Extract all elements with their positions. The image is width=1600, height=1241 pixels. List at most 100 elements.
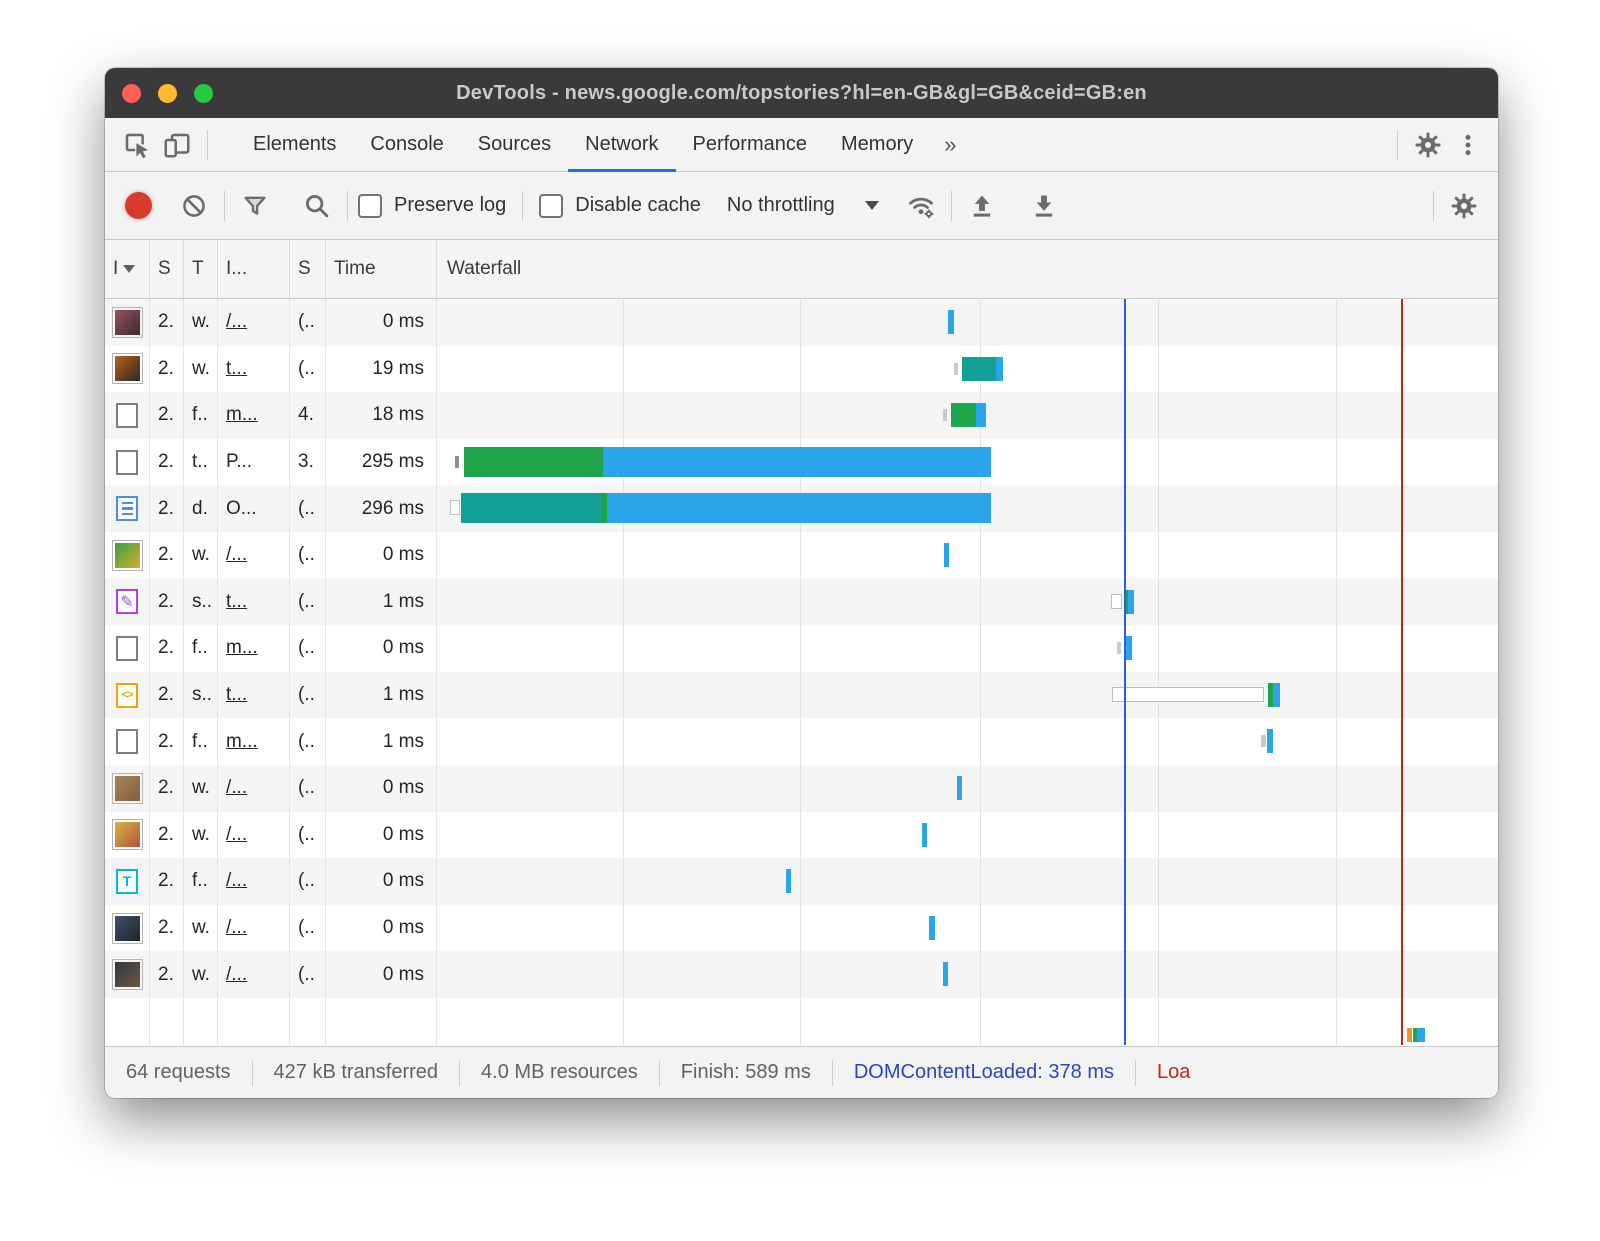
request-time-cell: 0 ms xyxy=(326,904,437,952)
request-init-cell: t... xyxy=(218,578,290,626)
image-thumbnail-icon xyxy=(111,353,143,385)
waterfall-bar xyxy=(1417,1027,1425,1042)
tab-network[interactable]: Network xyxy=(568,118,675,172)
minimize-window-button[interactable] xyxy=(158,83,177,103)
request-size-cell: (.. xyxy=(290,764,326,812)
file-icon xyxy=(116,635,138,661)
waterfall-bar xyxy=(975,403,986,428)
tab-elements[interactable]: Elements xyxy=(253,133,337,155)
waterfall-gridline xyxy=(799,299,801,1045)
column-header-type[interactable]: T xyxy=(184,240,218,298)
export-har-icon[interactable] xyxy=(1024,186,1064,226)
request-init-cell: /... xyxy=(218,811,290,859)
file-icon xyxy=(116,729,138,755)
request-name-cell xyxy=(105,299,150,346)
request-status-cell: 2. xyxy=(150,671,184,719)
tab-sources[interactable]: Sources xyxy=(477,133,552,155)
request-row[interactable]: 2. w./... (.. 0 ms xyxy=(105,904,1498,952)
request-init-cell: O... xyxy=(218,485,290,532)
waterfall-bar xyxy=(786,869,792,894)
request-time-cell: 0 ms xyxy=(326,951,437,998)
request-row[interactable]: 2. w./... (.. 0 ms xyxy=(105,299,1498,346)
request-row[interactable] xyxy=(105,997,1498,1045)
divider xyxy=(251,1059,253,1086)
disable-cache-checkbox[interactable] xyxy=(539,193,564,218)
request-row[interactable]: 2. w./... (.. 0 ms xyxy=(105,811,1498,859)
waterfall-cell xyxy=(437,392,1498,439)
request-type-cell: w. xyxy=(184,531,218,579)
waterfall-cell xyxy=(437,532,1498,579)
request-time-cell: 295 ms xyxy=(326,438,437,486)
divider xyxy=(347,190,348,221)
waterfall-bar xyxy=(996,356,1003,381)
request-time-cell: 19 ms xyxy=(326,345,437,393)
kebab-menu-icon[interactable] xyxy=(1448,125,1488,165)
request-init-cell: /... xyxy=(218,299,290,346)
request-init-cell: m... xyxy=(218,625,290,672)
request-name-cell xyxy=(105,951,150,998)
zoom-window-button[interactable] xyxy=(194,83,213,103)
preserve-log-checkbox[interactable] xyxy=(358,193,382,218)
record-network-log-button[interactable] xyxy=(125,192,152,219)
request-row[interactable]: ✎ 2. s.. t... (.. 1 ms xyxy=(105,578,1498,626)
request-type-cell: w. xyxy=(184,811,218,859)
request-status-cell: 2. xyxy=(150,299,184,346)
throttling-dropdown[interactable]: No throttling xyxy=(727,194,879,217)
clear-network-log-icon[interactable] xyxy=(174,186,214,226)
column-header-status[interactable]: S xyxy=(150,240,184,298)
network-conditions-icon[interactable] xyxy=(901,186,941,226)
waterfall-bar xyxy=(944,542,950,567)
request-status-cell: 2. xyxy=(150,345,184,393)
close-window-button[interactable] xyxy=(122,83,141,103)
inspect-element-icon[interactable] xyxy=(117,125,157,165)
tab-console[interactable]: Console xyxy=(370,133,444,155)
request-time-cell: 1 ms xyxy=(326,578,437,626)
request-name-cell xyxy=(105,811,150,859)
request-row[interactable]: 2. w./... (.. 0 ms xyxy=(105,951,1498,998)
request-row[interactable]: 2. f.. m... 4. 18 ms xyxy=(105,392,1498,439)
column-header-name[interactable]: I xyxy=(105,240,150,298)
request-type-cell: w. xyxy=(184,345,218,393)
load-time: Loa xyxy=(1157,1061,1191,1083)
column-header-waterfall[interactable]: Waterfall xyxy=(447,258,522,279)
request-row[interactable]: <> 2. s.. t... (.. 1 ms xyxy=(105,671,1498,719)
request-row[interactable]: 2. w./... (.. 0 ms xyxy=(105,531,1498,579)
request-size-cell: (.. xyxy=(290,578,326,626)
file-icon xyxy=(116,402,138,428)
column-header-time[interactable]: Time xyxy=(326,240,437,298)
request-row[interactable]: T 2. f../... (.. 0 ms xyxy=(105,858,1498,905)
waterfall-bar xyxy=(929,915,935,940)
column-header-initiator[interactable]: I... xyxy=(218,240,290,298)
settings-gear-icon[interactable] xyxy=(1408,125,1448,165)
request-row[interactable]: 2. d. O... (.. 296 ms xyxy=(105,485,1498,532)
search-icon[interactable] xyxy=(297,186,337,226)
request-row[interactable]: 2. t.. P... 3. 295 ms xyxy=(105,438,1498,486)
resources-size: 4.0 MB resources xyxy=(481,1061,638,1083)
tab-performance[interactable]: Performance xyxy=(692,133,808,155)
request-row[interactable]: 2. w. t... (.. 19 ms xyxy=(105,345,1498,393)
request-type-cell: w. xyxy=(184,764,218,812)
panel-tabs: Elements Console Sources Network Performance… xyxy=(236,118,930,172)
request-size-cell xyxy=(290,997,326,1045)
filter-icon[interactable] xyxy=(235,186,275,226)
waterfall-cell xyxy=(437,951,1498,998)
network-settings-gear-icon[interactable] xyxy=(1444,186,1484,226)
request-row[interactable]: 2. w./... (.. 0 ms xyxy=(105,764,1498,812)
waterfall-bar xyxy=(463,446,603,477)
waterfall-bar xyxy=(953,362,958,375)
device-toolbar-icon[interactable] xyxy=(157,125,197,165)
column-header-size[interactable]: S xyxy=(290,240,326,298)
request-row[interactable]: 2. f.. m... (.. 0 ms xyxy=(105,625,1498,672)
request-init-cell: /... xyxy=(218,951,290,998)
request-name-cell xyxy=(105,997,150,1045)
throttling-value: No throttling xyxy=(726,194,835,216)
import-har-icon[interactable] xyxy=(962,186,1002,226)
waterfall-bar xyxy=(948,310,954,334)
transferred-size: 427 kB transferred xyxy=(273,1061,439,1083)
divider xyxy=(224,190,225,221)
request-time-cell: 1 ms xyxy=(326,718,437,765)
request-row[interactable]: 2. f.. m... (.. 1 ms xyxy=(105,718,1498,765)
waterfall-bar xyxy=(1406,1027,1413,1042)
tab-memory[interactable]: Memory xyxy=(841,133,914,155)
more-tabs-button[interactable]: » xyxy=(944,131,957,157)
